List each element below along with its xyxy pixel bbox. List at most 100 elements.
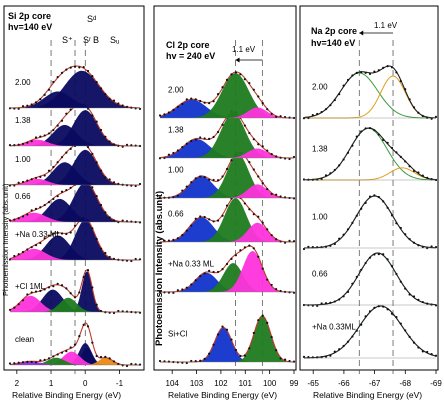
cl-spectrum-1-component-2 [160,251,294,292]
cl-spectrum-5-component-0 [160,99,294,118]
cl-spectrum-3-component-2 [160,184,294,198]
si-spectrum-2-data-point [34,244,38,247]
na-spectrum-1-data-point [338,298,341,301]
na-spectrum-0-data-point [386,308,389,311]
na-spectrum-3-data-point [360,130,363,133]
si-spectrum-3-data-point [56,195,59,198]
na-spectrum-0-data-point [355,329,358,332]
na-spectrum-0-data-point [338,348,341,351]
cl-spectrum-2-data-point [221,214,224,217]
na-spectrum-4-data-point [320,110,323,114]
si-spectrum-0-data-point [117,362,120,366]
na-spectrum-2-data-point [390,214,394,217]
na-spectrum-3-data-point [307,178,310,181]
cl-spectrum-4-label: 1.38 [168,126,184,135]
si-spectrum-4-data-point [26,179,29,182]
na-spectrum-1-data-point [382,253,385,256]
na-spectrum-0-data-point [390,312,394,315]
si-spectrum-5-data-point [134,144,137,147]
cl-xlabel: Relative Binding Energy (eV) [168,390,277,400]
na-spectrum-4-data-point [377,69,380,72]
na-spectrum-4-data-point [373,70,376,73]
cl-spectrum-5-data-point [181,102,184,106]
cl-spectrum-2-data-point [181,234,184,237]
na-x-tick-label-4: -69 [430,379,442,388]
si-spectrum-1-data-point [60,284,64,287]
na-spectrum-3-data-point [329,172,332,175]
si-spectrum-2-data-point [47,234,51,237]
cl-spectrum-1-data-point [194,279,197,282]
si-x-tick-label-1: 1 [49,379,54,388]
cl-spectrum-0-data-point [252,331,255,335]
si-spectrum-3-data-point [95,195,98,198]
cl-spectrum-5-data-point [239,73,242,76]
si-spectrum-3-data-point [47,201,51,204]
cl-spectrum-0-data-point [288,359,291,363]
cl-spectrum-1-data-point [216,270,220,274]
si-spectrum-4-data-point [138,182,142,186]
si-spectrum-1-data-point [125,310,129,313]
si-spectrum-1-data-point [86,268,90,272]
cl-spectrum-2-data-point [270,234,273,237]
si-spectrum-6-component-0 [10,70,140,108]
na-spectrum-2-data-point [324,245,328,248]
na-spectrum-2-data-point [302,247,306,251]
si-spectrum-2-data-point [26,248,29,251]
na-spectrum-3-data-point [355,135,358,138]
si-spectrum-4-data-point [34,176,38,180]
na-spectrum-4-data-point [382,66,385,69]
si-spectrum-5-data-point [8,144,12,147]
si-spectrum-4-label: 1.00 [15,155,31,164]
cl-spectrum-3-data-point [261,182,264,185]
na-spectrum-2-data-point [412,241,416,244]
na-spectrum-0-data-point [360,323,363,326]
cl-spectrum-1-data-point [252,247,255,250]
si-spectrum-5-data-point [13,144,16,147]
cl-spectrum-3-data-point [181,189,184,192]
cl-spectrum-3-data-point [190,181,193,184]
cl-spectrum-2-data-point [288,239,291,242]
na-spectrum-4-data-point [390,66,394,69]
si-spectrum-3-data-point [43,203,46,207]
cl-spectrum-2-data-point [208,218,211,221]
na-spectrum-0-data-point [417,346,420,349]
cl-spectrum-0-data-point [203,357,206,360]
cl-spectrum-4-data-point [181,146,184,149]
si-comp-label-sr: Sʳ [83,35,91,45]
cl-spectrum-2-data-point [257,215,260,218]
si-spectrum-1-data-point [52,285,55,288]
si-spectrum-3-component-2 [10,212,140,222]
na-spectrum-4-data-point [417,111,420,114]
si-spectrum-2-data-point [91,227,94,230]
na-spectrum-3-data-point [342,158,345,161]
si-spectrum-3-label: 0.66 [15,192,31,201]
na-spectrum-1-data-point [412,295,416,298]
si-spectrum-6-data-point [78,66,81,69]
cl-spectrum-5-component-1 [160,73,294,118]
cl-ylabel: Photoemission Intensity (abs.unit) [154,191,165,346]
na-spectrum-1-data-point [368,256,372,259]
si-spectrum-5-data-point [43,134,46,137]
si-spectrum-6-data-point [117,102,120,105]
na-spectrum-0-data-point [382,305,385,308]
si-spectrum-3-data-point [30,209,33,212]
cl-spectrum-5-data-point [252,88,255,91]
si-spectrum-4-data-point [39,175,42,178]
si-spectrum-6-data-point [121,104,124,107]
na-spectrum-1-data-point [395,272,398,276]
na-spectrum-2-data-point [338,237,341,240]
na-spectrum-3-data-point [377,133,380,136]
cl-spectrum-0-component-1 [160,316,294,362]
na-spectrum-2-data-point [408,237,411,241]
cl-spectrum-0-component-0 [160,327,294,362]
si-spectrum-3-data-point [34,207,38,210]
na-spectrum-0-data-point [320,356,323,359]
si-spectrum-6-data-point [52,80,55,84]
na-spectrum-1-data-point [390,265,394,268]
si-spectrum-6-component-1 [10,91,140,108]
si-spectrum-0-data-point [26,360,29,363]
si-spectrum-1-data-point [8,308,12,311]
cl-spectrum-1-data-point [261,267,264,270]
cl-spectrum-5-data-point [163,113,166,116]
na-spectrum-1-data-point [346,290,350,293]
